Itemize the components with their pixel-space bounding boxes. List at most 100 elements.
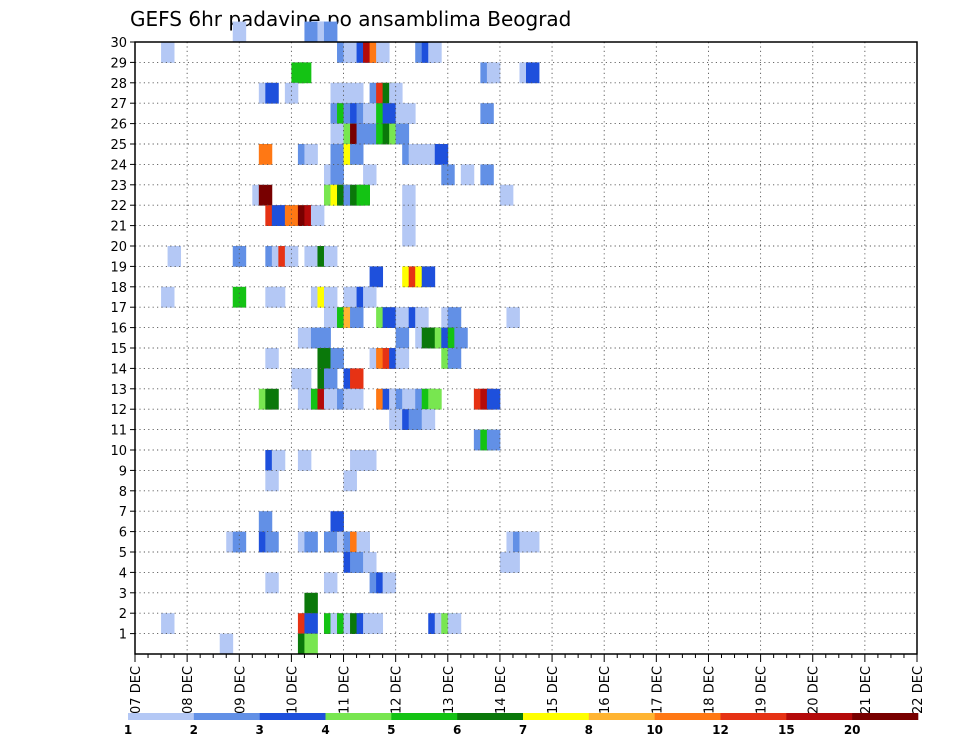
data-cell <box>161 42 175 63</box>
data-cell <box>297 62 312 84</box>
x-tick-label: 21 DEC <box>859 666 874 714</box>
y-tick-label: 27 <box>110 97 127 112</box>
x-tick-label: 12 DEC <box>390 666 405 714</box>
data-cell <box>265 388 279 410</box>
data-cell <box>408 409 423 430</box>
data-cell <box>323 286 338 308</box>
data-cell <box>232 531 247 553</box>
x-tick-label: 08 DEC <box>181 666 196 714</box>
legend-label: 2 <box>190 723 198 737</box>
data-cell <box>330 164 344 186</box>
data-cell <box>363 552 377 573</box>
data-cell <box>447 613 462 634</box>
data-cell <box>323 246 338 267</box>
legend-swatch <box>325 713 392 720</box>
legend-swatch <box>654 713 721 720</box>
x-tick-label: 10 DEC <box>285 666 300 714</box>
data-cell <box>415 307 429 328</box>
data-cell <box>284 82 299 104</box>
y-tick-label: 22 <box>110 199 127 214</box>
x-tick-label: 15 DEC <box>546 666 561 714</box>
data-cell <box>421 409 436 430</box>
y-tick-label: 12 <box>110 403 127 418</box>
data-cell <box>402 103 416 124</box>
x-tick-label: 13 DEC <box>442 666 457 714</box>
data-cell <box>421 266 436 288</box>
x-tick-label: 19 DEC <box>755 666 770 714</box>
data-cell <box>447 307 462 328</box>
data-cell <box>161 613 175 634</box>
data-cell <box>382 572 397 594</box>
data-cell <box>258 144 273 165</box>
data-cell <box>350 388 364 410</box>
data-cell <box>304 246 318 267</box>
data-cell <box>480 164 494 186</box>
data-cell <box>363 286 377 308</box>
y-tick-label: 2 <box>119 607 127 622</box>
y-tick-label: 4 <box>119 566 127 581</box>
data-cell <box>486 429 501 451</box>
legend-label: 7 <box>519 723 527 737</box>
data-cell <box>317 327 331 349</box>
data-cell <box>161 286 175 308</box>
data-cell <box>258 511 273 532</box>
legend-label: 6 <box>453 723 461 737</box>
legend-swatch <box>720 713 787 720</box>
y-tick-label: 17 <box>110 301 127 316</box>
x-tick-label: 18 DEC <box>703 666 718 714</box>
data-cell <box>408 144 423 165</box>
data-cell <box>304 613 318 634</box>
data-cell <box>460 164 475 186</box>
data-cell <box>350 144 364 165</box>
data-cell <box>304 144 318 165</box>
data-cell <box>428 388 442 410</box>
y-tick-label: 14 <box>110 362 127 377</box>
data-cell <box>447 348 462 369</box>
legend-swatch <box>259 713 326 720</box>
data-cell <box>402 205 416 226</box>
data-cell <box>395 348 410 369</box>
data-cell <box>350 307 364 328</box>
data-cell <box>297 450 312 471</box>
y-tick-label: 8 <box>119 485 127 500</box>
legend-swatch <box>523 713 590 720</box>
data-cell <box>265 82 279 104</box>
legend-label: 20 <box>844 723 861 737</box>
data-cell <box>258 184 273 206</box>
data-cell <box>369 266 384 288</box>
x-tick-label: 11 DEC <box>338 666 353 714</box>
legend-label: 15 <box>778 723 795 737</box>
y-tick-label: 9 <box>119 464 127 479</box>
data-cell <box>297 368 312 390</box>
data-cell <box>480 103 494 124</box>
data-cell <box>356 531 370 553</box>
data-cell <box>486 388 501 410</box>
data-cell <box>389 82 403 104</box>
data-cell <box>382 103 397 124</box>
data-cell <box>232 21 247 43</box>
data-cell <box>382 307 397 328</box>
x-tick-label: 20 DEC <box>807 666 822 714</box>
data-cell <box>271 286 286 308</box>
y-tick-label: 1 <box>119 628 127 643</box>
y-tick-label: 6 <box>119 526 127 541</box>
data-cell <box>323 531 338 553</box>
legend-swatch <box>391 713 458 720</box>
data-cell <box>434 144 449 165</box>
legend-swatch <box>786 713 853 720</box>
legend-swatch <box>852 713 919 720</box>
data-cell <box>395 123 410 145</box>
data-cell <box>330 511 344 532</box>
data-cell <box>323 21 338 43</box>
data-cell <box>402 225 416 247</box>
data-cell <box>304 531 318 553</box>
data-cell <box>265 572 279 594</box>
y-tick-label: 26 <box>110 118 127 133</box>
legend-label: 5 <box>387 723 395 737</box>
data-cell <box>167 246 182 267</box>
y-tick-label: 21 <box>110 220 127 235</box>
x-tick-label: 07 DEC <box>129 666 144 714</box>
legend-label: 1 <box>124 723 132 737</box>
y-tick-label: 3 <box>119 587 127 602</box>
